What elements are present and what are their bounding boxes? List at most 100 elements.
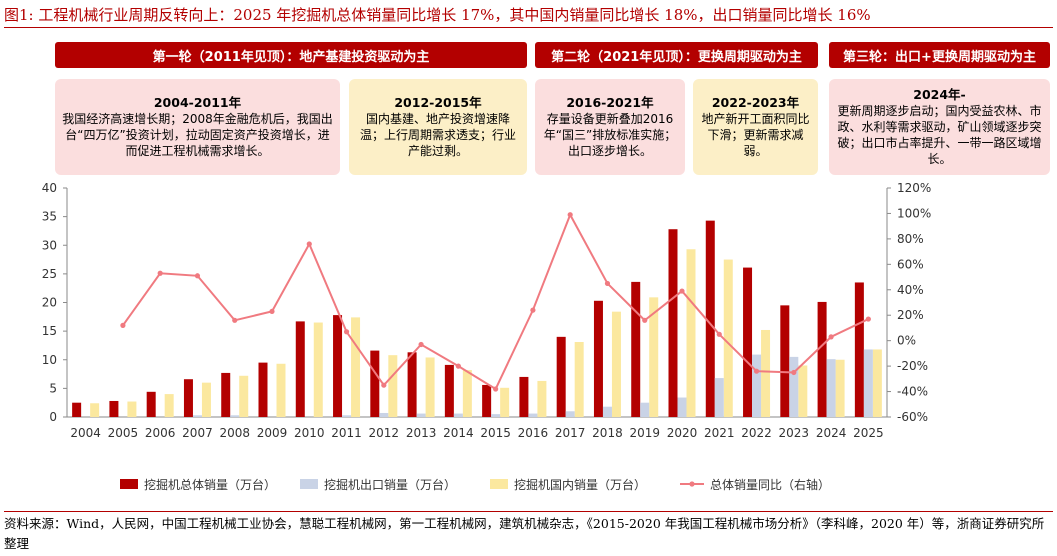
legend-swatch-yoy-dot [689, 481, 695, 487]
left-tick-label: 5 [49, 381, 57, 395]
x-tick-label: 2023 [779, 426, 810, 440]
excavator-sales-chart: 0510152025303540-60%-40%-20%0%20%40%60%8… [42, 181, 932, 492]
x-tick-label: 2021 [704, 426, 735, 440]
bar-domestic [574, 342, 584, 417]
yoy-point [828, 334, 834, 340]
bar-total [221, 372, 231, 417]
bar-total [295, 321, 305, 417]
yoy-point [194, 273, 201, 279]
bar-total [519, 376, 529, 417]
figure-title: 图1: 工程机械行业周期反转向上：2025 年挖掘机总体销量同比增长 17%，其… [4, 6, 871, 24]
right-tick-label: -60% [897, 410, 928, 424]
right-tick-label: 100% [897, 206, 931, 220]
x-tick-label: 2008 [219, 426, 250, 440]
bar-total [482, 384, 492, 417]
right-tick-label: -20% [897, 359, 928, 373]
left-tick-label: 10 [42, 353, 57, 367]
x-tick-label: 2025 [853, 426, 884, 440]
bar-domestic [425, 357, 435, 417]
period-title: 2004-2011年 [153, 95, 242, 110]
bar-total [109, 400, 119, 417]
bar-total [183, 379, 193, 417]
left-tick-label: 20 [42, 296, 57, 310]
left-tick-label: 0 [49, 410, 57, 424]
legend-label: 总体销量同比（右轴） [710, 477, 830, 492]
bar-total [72, 402, 82, 417]
legend-swatch-domestic [490, 479, 508, 489]
right-tick-label: 20% [897, 308, 924, 322]
bar-domestic [276, 363, 286, 417]
bar-domestic [649, 297, 659, 417]
period-title: 2012-2015年 [394, 95, 482, 110]
bar-total [556, 336, 566, 417]
yoy-point [679, 288, 685, 294]
legend-label: 挖掘机出口销量（万台） [324, 477, 456, 492]
bar-total [370, 350, 380, 417]
bar-domestic [313, 322, 323, 417]
legend-swatch-total [120, 479, 138, 489]
yoy-point [493, 386, 499, 392]
bar-export [192, 415, 202, 417]
yoy-point [232, 317, 238, 323]
bar-total [743, 267, 753, 417]
bar-domestic [127, 401, 137, 417]
bar-export [640, 402, 650, 417]
yoy-point [381, 382, 387, 388]
legend-label: 挖掘机总体销量（万台） [144, 477, 276, 492]
bar-export [453, 413, 463, 417]
right-tick-label: -40% [897, 385, 928, 399]
yoy-point [120, 322, 126, 328]
yoy-point [418, 341, 424, 348]
right-tick-label: 120% [897, 181, 931, 195]
bar-export [863, 349, 873, 417]
period-text: 我国经济高速增长期；2008年金融危机后，我国出台“四万亿”投资计划，拉动固定资… [62, 112, 333, 158]
x-tick-label: 2019 [629, 426, 660, 440]
right-tick-label: 0% [897, 334, 916, 348]
legend-label: 挖掘机国内销量（万台） [514, 477, 646, 492]
bar-domestic [388, 355, 398, 417]
bar-export [677, 397, 687, 417]
yoy-point [753, 368, 760, 374]
bar-total [407, 352, 417, 417]
bar-export [379, 412, 389, 417]
left-tick-label: 40 [42, 181, 57, 195]
x-tick-label: 2024 [816, 426, 847, 440]
period-box-2004-2011: 2004-2011年 我国经济高速增长期；2008年金融危机后，我国出台“四万亿… [55, 79, 340, 175]
period-text: 地产新开工面积同比下滑；更新需求减弱。 [701, 112, 810, 158]
x-tick-label: 2022 [741, 426, 772, 440]
yoy-point [865, 316, 871, 322]
left-tick-label: 30 [42, 238, 57, 252]
x-tick-label: 2018 [592, 426, 623, 440]
title-rule [4, 27, 1053, 28]
x-tick-label: 2007 [182, 426, 213, 440]
yoy-point [791, 369, 797, 376]
period-box-2016-2021: 2016-2021年 存量设备更新叠加2016年“国三”排放标准实施；出口逐步增… [535, 79, 685, 175]
bar-domestic [239, 375, 249, 417]
x-tick-label: 2009 [257, 426, 288, 440]
x-tick-label: 2006 [145, 426, 176, 440]
bar-export [752, 354, 762, 417]
bar-domestic [798, 365, 808, 417]
yoy-point [642, 317, 648, 323]
bar-domestic [201, 382, 211, 417]
x-tick-label: 2010 [294, 426, 325, 440]
bar-domestic [686, 249, 696, 417]
bar-export [230, 415, 240, 417]
bar-total [333, 315, 343, 417]
period-title: 2024年- [913, 87, 966, 102]
yoy-point [716, 331, 722, 337]
bar-domestic [164, 394, 174, 417]
bar-total [817, 301, 827, 417]
x-tick-label: 2020 [667, 426, 698, 440]
yoy-point [604, 280, 611, 287]
yoy-point [306, 241, 312, 247]
period-text: 更新周期逐步启动；国内受益农林、市政、水利等需求驱动，矿山领域逐步突破；出口市占… [837, 104, 1042, 166]
bar-export [528, 413, 538, 417]
x-tick-label: 2016 [518, 426, 549, 440]
x-tick-label: 2015 [480, 426, 511, 440]
bar-domestic [761, 329, 771, 417]
x-tick-label: 2011 [331, 426, 362, 440]
right-tick-label: 60% [897, 257, 924, 271]
source-rule [4, 511, 1053, 512]
legend-swatch-export [300, 479, 318, 489]
